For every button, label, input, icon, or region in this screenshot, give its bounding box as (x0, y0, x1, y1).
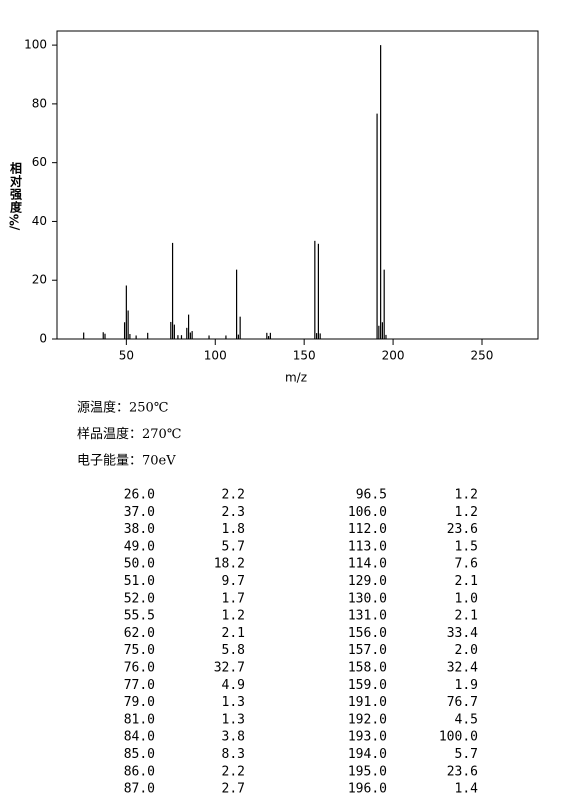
table-cell: 75.0 (124, 643, 155, 658)
table-cell: 2.1 (455, 609, 478, 624)
table-cell: 77.0 (124, 678, 155, 693)
y-axis-label-text: 相对强度 (9, 161, 23, 214)
table-cell: 5.8 (222, 643, 245, 658)
y-tick-label: 100 (24, 38, 47, 52)
table-cell: 7.6 (455, 557, 478, 572)
condition: 电子能量：70eV (77, 454, 176, 469)
table-cell: 51.0 (124, 574, 155, 589)
table-cell: 2.1 (455, 574, 478, 589)
table-cell: 100.0 (439, 730, 478, 745)
y-tick-label: 40 (32, 214, 47, 228)
table-cell: 1.3 (222, 712, 245, 727)
plot-frame (56, 30, 539, 340)
table-cell: 32.4 (447, 661, 478, 676)
table-cell: 33.4 (447, 626, 478, 641)
table-cell: 131.0 (348, 609, 387, 624)
table-cell: 114.0 (348, 557, 387, 572)
table-cell: 1.2 (455, 505, 478, 520)
table-cell: 62.0 (124, 626, 155, 641)
x-axis-label: m/z (285, 371, 307, 385)
table-cell: 26.0 (124, 488, 155, 503)
table-cell: 4.5 (455, 712, 478, 727)
table-cell: 2.2 (222, 764, 245, 779)
table-cell: 96.5 (356, 488, 387, 503)
table-cell: 192.0 (348, 712, 387, 727)
table-cell: 191.0 (348, 695, 387, 710)
table-cell: 1.2 (455, 488, 478, 503)
table-cell: 1.4 (455, 782, 479, 797)
table-cell: 37.0 (124, 505, 155, 520)
table-cell: 129.0 (348, 574, 387, 589)
table-cell: 193.0 (348, 730, 387, 745)
table-cell: 23.6 (447, 764, 478, 779)
table-cell: 85.0 (124, 747, 155, 762)
table-cell: 76.0 (124, 661, 155, 676)
table-cell: 9.7 (222, 574, 245, 589)
table-cell: 195.0 (348, 764, 387, 779)
x-tick-label: 150 (293, 349, 316, 363)
table-cell: 32.7 (214, 661, 245, 676)
table-cell: 112.0 (348, 522, 387, 537)
table-cell: 5.7 (222, 539, 245, 554)
table-cell: 81.0 (124, 712, 155, 727)
table-cell: 76.7 (447, 695, 478, 710)
table-cell: 8.3 (222, 747, 245, 762)
table-cell: 1.5 (455, 539, 478, 554)
table-cell: 2.2 (222, 488, 245, 503)
y-tick-label: 0 (39, 332, 47, 346)
table-cell: 23.6 (447, 522, 478, 537)
table-cell: 55.5 (124, 609, 155, 624)
y-tick-label: 60 (32, 155, 47, 169)
x-tick-label: 200 (382, 349, 405, 363)
table-cell: 1.8 (222, 522, 245, 537)
table-cell: 86.0 (124, 764, 155, 779)
table-cell: 1.7 (222, 591, 245, 606)
table-cell: 1.9 (455, 678, 478, 693)
table-cell: 113.0 (348, 539, 387, 554)
y-axis-unit: /% (8, 214, 22, 230)
table-cell: 130.0 (348, 591, 387, 606)
table-cell: 2.3 (222, 505, 245, 520)
x-tick-label: 250 (471, 349, 494, 363)
table-cell: 3.8 (222, 730, 245, 745)
table-cell: 156.0 (348, 626, 387, 641)
table-cell: 106.0 (348, 505, 387, 520)
y-tick-label: 80 (32, 96, 47, 110)
table-cell: 157.0 (348, 643, 387, 658)
table-cell: 159.0 (348, 678, 387, 693)
table-cell: 18.2 (214, 557, 245, 572)
y-axis-label: 相对强度/% (8, 161, 23, 231)
condition: 样品温度：270℃ (77, 426, 181, 442)
table-cell: 87.0 (124, 782, 155, 797)
table-cell: 2.7 (222, 782, 245, 797)
table-cell: 1.0 (455, 591, 478, 606)
table-cell: 4.9 (222, 678, 245, 693)
table-cell: 1.2 (222, 609, 245, 624)
table-cell: 50.0 (124, 557, 155, 572)
table-cell: 84.0 (124, 730, 155, 745)
table-cell: 38.0 (124, 522, 155, 537)
y-tick-label: 20 (32, 273, 47, 287)
table-cell: 158.0 (348, 661, 387, 676)
x-tick-label: 100 (204, 349, 227, 363)
table-cell: 2.1 (222, 626, 245, 641)
table-cell: 2.0 (455, 643, 478, 658)
x-tick-label: 50 (119, 349, 134, 363)
table-cell: 1.3 (222, 695, 245, 710)
table-cell: 194.0 (348, 747, 387, 762)
table-cell: 5.7 (455, 747, 478, 762)
table-cell: 52.0 (124, 591, 155, 606)
table-cell: 196.0 (348, 782, 387, 797)
table-cell: 49.0 (124, 539, 155, 554)
table-cell: 79.0 (124, 695, 155, 710)
condition: 源温度：250℃ (77, 400, 168, 416)
